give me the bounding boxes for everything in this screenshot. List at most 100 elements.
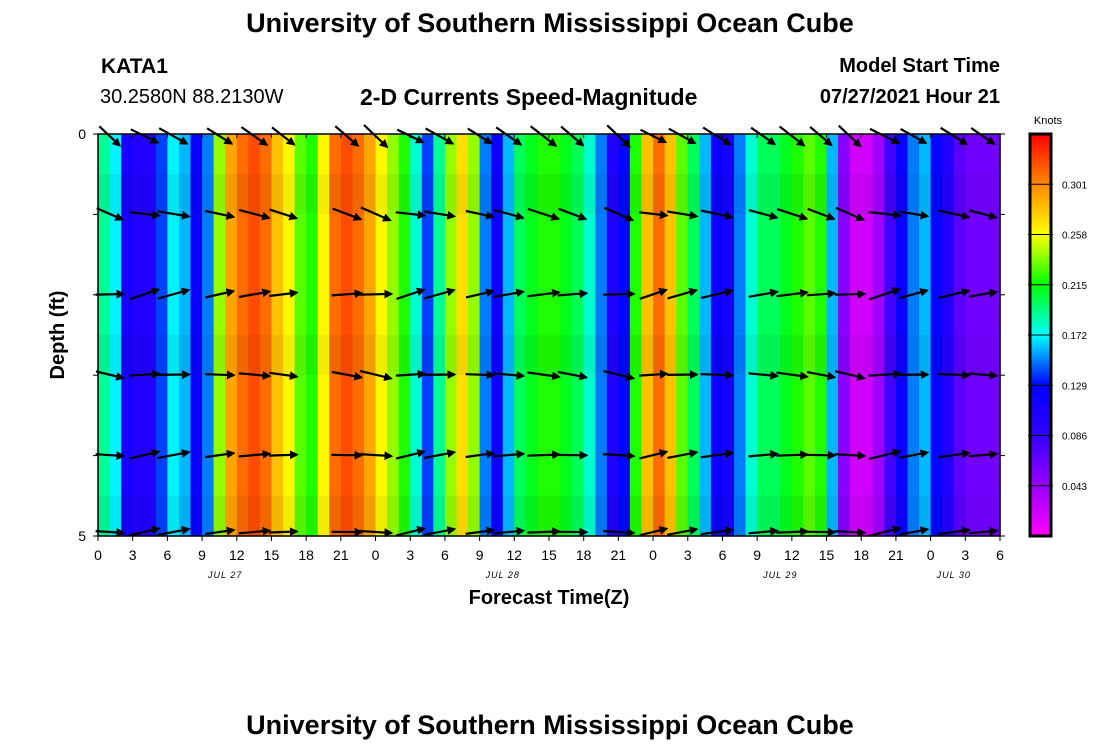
current-arrow [238, 371, 272, 380]
current-arrow [495, 126, 523, 146]
heatmap-cell [722, 134, 735, 536]
heatmap-cell [976, 134, 990, 536]
current-arrow [776, 208, 809, 221]
current-arrow [331, 370, 364, 381]
current-arrow [898, 210, 930, 220]
current-arrow [602, 528, 636, 537]
heatmap-cell [676, 134, 689, 536]
x-tick-label: 9 [198, 547, 206, 563]
x-tick-label: 0 [372, 547, 380, 563]
current-arrow [750, 126, 777, 146]
current-arrow [806, 371, 837, 381]
y-tick-label: 5 [78, 528, 86, 544]
current-arrow [204, 370, 236, 380]
current-arrow [834, 451, 867, 460]
heatmap-cell [988, 134, 1001, 536]
current-arrow [395, 369, 427, 379]
current-arrow [938, 449, 971, 459]
heatmap-cell [629, 134, 643, 536]
page-title-top: University of Southern Mississippi Ocean… [246, 8, 854, 38]
current-arrow [332, 207, 363, 221]
heatmap-cell [213, 134, 226, 536]
heatmap-cell [144, 134, 157, 536]
current-arrow [395, 525, 427, 537]
heatmap-cell [202, 134, 215, 536]
heatmap-cell [780, 134, 793, 536]
y-tick-label: 0 [78, 126, 86, 142]
depth-band [98, 495, 1000, 536]
heatmap-cell [306, 134, 319, 536]
heatmap-cell [294, 134, 307, 536]
model-start-label: Model Start Time [839, 55, 1000, 77]
heatmap-cell [583, 134, 596, 536]
colorbar-tick-label: 0.043 [1062, 482, 1087, 493]
heatmap-cell [710, 134, 724, 536]
current-arrow [334, 125, 360, 147]
current-arrow [968, 370, 999, 380]
x-tick-label: 9 [753, 547, 761, 563]
current-arrow [776, 371, 809, 381]
current-arrow [395, 449, 427, 460]
current-arrow [359, 451, 394, 461]
current-arrow [700, 370, 735, 380]
current-arrow [603, 370, 636, 381]
model-start-time: 07/27/2021 Hour 21 [819, 86, 1000, 108]
current-arrow [129, 448, 161, 460]
current-arrow [557, 370, 589, 381]
current-arrow [98, 125, 121, 147]
x-tick-label: 3 [961, 547, 969, 563]
current-arrow [238, 526, 272, 536]
current-arrow [238, 208, 271, 221]
heatmap-cell [618, 134, 631, 536]
heatmap-cell [248, 134, 261, 536]
heatmap-cell [329, 134, 342, 536]
heatmap-cell [549, 134, 562, 536]
current-arrow [700, 449, 735, 459]
y-axis-label: Depth (ft) [47, 291, 69, 380]
x-tick-label: 0 [927, 547, 935, 563]
heatmap-cell [491, 134, 504, 536]
current-arrow [938, 526, 971, 536]
x-tick-label: 6 [996, 547, 1004, 563]
heatmap-cell [363, 134, 377, 536]
current-arrow [129, 210, 161, 220]
current-arrow [95, 370, 125, 381]
page-title-bottom: University of Southern Mississippi Ocean… [246, 710, 854, 740]
heatmap-cell [653, 134, 666, 536]
heatmap-cell [572, 134, 585, 536]
x-tick-label: 21 [888, 547, 904, 563]
current-arrow [776, 527, 810, 537]
current-arrow [667, 210, 699, 220]
colorbar-tick-label: 0.086 [1062, 432, 1087, 443]
current-arrow [900, 127, 928, 145]
current-arrow [603, 206, 635, 222]
current-arrow [557, 289, 589, 299]
current-arrow [748, 526, 780, 536]
current-arrow [130, 128, 160, 144]
heatmap-cell [838, 134, 851, 536]
x-tick-label: 15 [264, 547, 280, 563]
heatmap-cell [641, 134, 654, 536]
current-arrow [898, 526, 930, 536]
current-arrow [776, 288, 809, 298]
heatmap-cell [236, 134, 249, 536]
current-arrow [527, 288, 561, 298]
heatmap-cell [514, 134, 527, 536]
current-arrow [667, 287, 699, 300]
current-arrow [938, 209, 971, 221]
current-arrow [748, 370, 780, 380]
heatmap-cell [734, 134, 747, 536]
current-arrow [700, 209, 735, 221]
current-arrow [465, 370, 496, 380]
current-arrow [834, 289, 867, 299]
current-arrow [268, 450, 299, 460]
current-arrow [423, 210, 457, 220]
current-arrow [938, 288, 971, 299]
current-arrow [269, 208, 299, 221]
heatmap-cell [907, 134, 920, 536]
heatmap-cell [340, 134, 354, 536]
x-tick-label: 9 [476, 547, 484, 563]
colorbar-tick-label: 0.258 [1062, 231, 1087, 242]
current-arrow [869, 127, 901, 145]
current-arrow [269, 371, 299, 381]
